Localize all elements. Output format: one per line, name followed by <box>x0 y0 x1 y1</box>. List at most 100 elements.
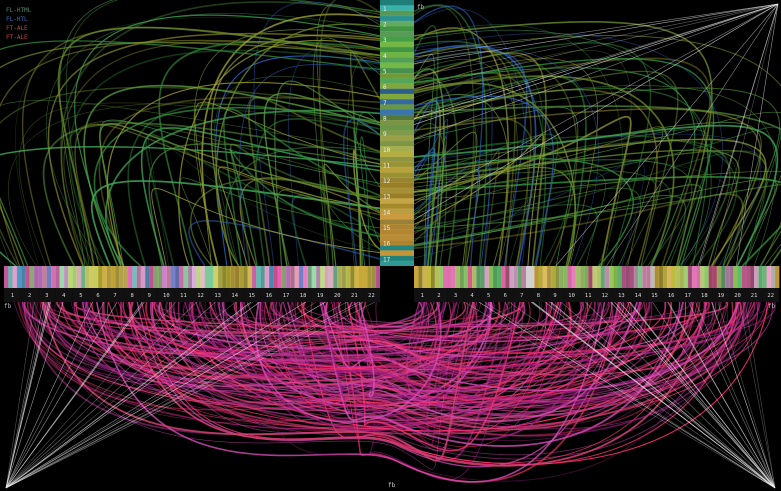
vertical-axis-tick-label: 3 <box>383 37 387 44</box>
crossing-link-line <box>610 301 776 489</box>
crossing-link-line <box>532 301 776 489</box>
vertical-axis-segment <box>380 62 414 69</box>
horizontal-axis-segment <box>192 266 197 288</box>
crossing-link-line <box>5 301 64 489</box>
horizontal-axis-label-strip <box>463 288 481 302</box>
lower-link-arc <box>182 301 440 363</box>
upper-link-arc <box>413 175 781 267</box>
horizontal-axis-segment <box>434 266 440 288</box>
vertical-axis-tick-label: 8 <box>383 115 387 122</box>
horizontal-axis-segment <box>712 266 718 288</box>
horizontal-axis-segment <box>716 266 722 288</box>
vertical-axis-segment <box>380 119 414 126</box>
lower-link-arc <box>275 301 495 333</box>
horizontal-axis-segment <box>741 266 747 288</box>
horizontal-axis-segment <box>350 266 355 288</box>
horizontal-axis-segment <box>140 266 146 288</box>
horizontal-axis-segment <box>80 266 86 288</box>
horizontal-axis-segment <box>559 266 564 288</box>
crossing-link-line <box>630 301 776 489</box>
upper-link-arc <box>190 178 381 267</box>
lower-link-arc <box>188 301 711 325</box>
horizontal-axis-segment <box>604 266 610 288</box>
vertical-axis-segment <box>380 15 414 22</box>
vertical-axis-tick-label: 2 <box>383 22 387 29</box>
horizontal-axis-label-strip <box>192 288 210 302</box>
horizontal-axis-tick-label: 20 <box>734 293 741 299</box>
horizontal-axis-segment <box>555 266 560 288</box>
horizontal-axis-segment <box>286 266 291 288</box>
horizontal-axis-tick-label: 15 <box>651 293 658 299</box>
crossing-link-line <box>484 301 776 489</box>
horizontal-axis-segment <box>675 266 680 288</box>
lower-link-arc <box>346 301 521 452</box>
horizontal-axis-tick-label: 1 <box>421 293 424 299</box>
vertical-axis-segment <box>380 46 414 53</box>
upper-link-arc <box>413 126 664 267</box>
horizontal-axis-tick-label: 4 <box>62 293 66 299</box>
horizontal-axis-segment <box>55 266 60 288</box>
horizontal-axis-segment <box>8 266 13 288</box>
horizontal-axis-label-strip <box>277 288 295 302</box>
horizontal-axis-segment <box>25 266 31 288</box>
horizontal-axis-tick-label: 7 <box>113 293 116 299</box>
horizontal-axis-tick-label: 2 <box>437 293 440 299</box>
horizontal-axis-segment <box>46 266 52 288</box>
horizontal-axis-segment <box>463 266 469 288</box>
horizontal-axis-segment <box>426 266 431 288</box>
horizontal-axis-tick-label: 18 <box>300 293 307 299</box>
upper-link-arc <box>413 124 779 267</box>
lower-link-arc <box>182 301 558 346</box>
vertical-axis-tick-label: 7 <box>383 100 387 107</box>
upper-link-arc <box>106 81 381 267</box>
upper-link-arc <box>413 108 762 267</box>
vertical-axis-segment <box>380 192 414 199</box>
horizontal-axis-segment <box>592 266 597 288</box>
lower-link-arc <box>53 301 710 425</box>
horizontal-axis-segment <box>247 266 253 288</box>
horizontal-axis-segment <box>204 266 210 288</box>
horizontal-axis-label-strip <box>106 288 124 302</box>
lower-link-arc <box>145 301 501 370</box>
upper-link-arc <box>413 166 576 267</box>
crossing-link-line <box>413 3 779 117</box>
crossing-link-line <box>5 301 105 489</box>
horizontal-axis-segment <box>637 266 643 288</box>
upper-link-arc <box>59 0 381 267</box>
lower-link-arc <box>114 301 568 448</box>
lower-link-arc <box>156 301 740 460</box>
crossing-link-line <box>413 3 779 140</box>
horizontal-axis-tick-label: 14 <box>231 293 238 299</box>
horizontal-axis-tick-label: 14 <box>635 293 642 299</box>
horizontal-axis-segment <box>600 266 606 288</box>
lower-link-arc <box>333 301 705 399</box>
vertical-axis-segment <box>380 5 414 11</box>
horizontal-axis-label-strip <box>72 288 90 302</box>
upper-link-arc <box>225 146 381 267</box>
upper-link-arc <box>413 54 435 267</box>
horizontal-axis-segment <box>16 266 22 288</box>
lower-link-arc <box>319 301 684 447</box>
crossing-link-line <box>5 301 35 489</box>
upper-link-arc <box>413 95 554 267</box>
vertical-axis-segment <box>380 10 414 17</box>
horizontal-axis-label-strip <box>513 288 531 302</box>
horizontal-axis-segment <box>501 266 506 288</box>
horizontal-axis-label-strip <box>226 288 244 302</box>
lower-link-arc <box>195 301 753 403</box>
crossing-link-line <box>413 3 779 64</box>
upper-link-arc <box>413 187 642 267</box>
upper-link-arc <box>413 5 484 267</box>
vertical-axis-segment <box>380 88 414 95</box>
horizontal-axis-segment <box>509 266 514 288</box>
crossing-link-line <box>464 301 776 489</box>
horizontal-axis-label-strip <box>55 288 73 302</box>
crossing-link-line <box>5 301 216 489</box>
crossing-link-line <box>744 301 776 489</box>
lower-link-arc <box>23 301 641 362</box>
vertical-axis-tick-label: 15 <box>383 225 391 232</box>
vertical-axis-tick-label: 16 <box>383 241 391 248</box>
horizontal-axis-segment <box>183 266 189 288</box>
upper-link-arc <box>413 159 693 267</box>
